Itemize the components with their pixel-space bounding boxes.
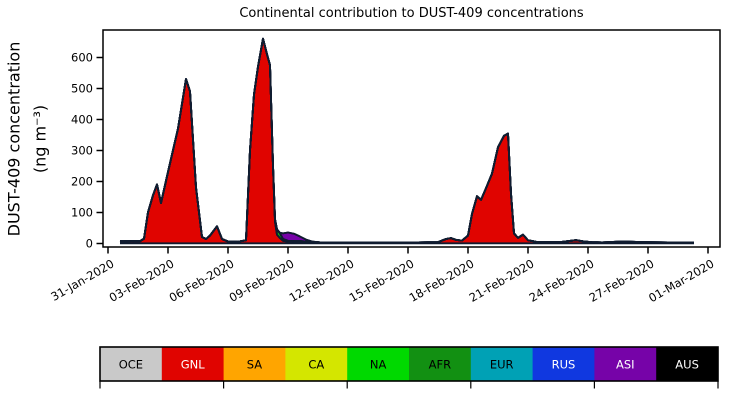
area-NA — [120, 38, 694, 243]
y-tick-label: 0 — [86, 237, 93, 251]
area-outline-SA — [119, 37, 694, 244]
y-tick-label: 500 — [71, 82, 93, 96]
legend-swatch-CA — [285, 347, 348, 381]
area-AFR — [120, 38, 694, 243]
y-tick-label: 100 — [71, 206, 93, 220]
area-outline-ASI — [120, 37, 694, 244]
legend-border — [99, 346, 719, 382]
legend-label-EUR: EUR — [490, 358, 514, 372]
x-tick-label-group: 01-Mar-2020 — [646, 256, 716, 305]
x-tick-label-group: 27-Feb-2020 — [587, 256, 657, 304]
y-tick-label: 400 — [71, 113, 93, 127]
x-tick-label-group: 24-Feb-2020 — [527, 256, 597, 304]
y-tick-label: 200 — [71, 175, 93, 189]
legend-swatch-EUR — [470, 347, 533, 381]
area-SA — [120, 38, 694, 243]
chart-title: Continental contribution to DUST-409 con… — [239, 6, 584, 21]
legend-label-SA: SA — [247, 358, 263, 372]
x-tick-label-group: 15-Feb-2020 — [347, 256, 417, 304]
area-EUR — [120, 38, 694, 243]
x-tick-label: 18-Feb-2020 — [407, 256, 477, 304]
x-tick-label: 31-Jan-2020 — [48, 256, 116, 303]
area-RUS — [120, 38, 694, 243]
legend-label-GNL: GNL — [181, 358, 206, 372]
legend-label-CA: CA — [308, 358, 324, 372]
area-outline-AUS — [120, 37, 694, 244]
legend-label-ASI: ASI — [616, 358, 635, 372]
x-tick-label-group: 03-Feb-2020 — [107, 256, 177, 304]
area-outline-AFR — [120, 37, 694, 244]
legend-swatch-ASI — [594, 347, 657, 381]
x-tick-label: 27-Feb-2020 — [587, 256, 657, 304]
legend-label-NA: NA — [370, 358, 387, 372]
x-tick-label-group: 09-Feb-2020 — [227, 256, 297, 304]
x-tick-label: 03-Feb-2020 — [107, 256, 177, 304]
area-ASI — [120, 38, 694, 243]
x-tick-label-group: 18-Feb-2020 — [407, 256, 477, 304]
area-outline-RUS — [120, 37, 694, 244]
x-tick-label: 01-Mar-2020 — [646, 256, 716, 305]
legend-swatch-RUS — [532, 347, 595, 381]
legend-swatch-OCE — [100, 347, 163, 381]
y-tick-label: 600 — [71, 51, 93, 65]
legend-label-OCE: OCE — [119, 358, 143, 372]
x-tick-label-group: 21-Feb-2020 — [467, 256, 537, 304]
x-tick-label-group: 06-Feb-2020 — [167, 256, 237, 304]
x-tick-label: 24-Feb-2020 — [527, 256, 597, 304]
legend-label-AFR: AFR — [429, 358, 451, 372]
area-GNL — [120, 38, 694, 244]
x-tick-label: 12-Feb-2020 — [287, 256, 357, 304]
area-outline-NA — [120, 37, 694, 244]
legend-swatch-SA — [223, 347, 286, 381]
area-outline-CA — [119, 37, 694, 244]
legend-swatch-AFR — [409, 347, 472, 381]
legend-swatch-NA — [347, 347, 410, 381]
legend-swatch-GNL — [161, 347, 224, 381]
x-tick-label: 15-Feb-2020 — [347, 256, 417, 304]
area-outline-GNL — [119, 37, 694, 244]
x-tick-label: 09-Feb-2020 — [227, 256, 297, 304]
axes-frame — [102, 29, 721, 248]
legend-label-AUS: AUS — [675, 358, 699, 372]
x-tick-label-group: 12-Feb-2020 — [287, 256, 357, 304]
area-AUS — [120, 38, 694, 243]
legend-swatch-AUS — [656, 347, 719, 381]
legend-label-RUS: RUS — [552, 358, 576, 372]
y-tick-label: 300 — [71, 144, 93, 158]
x-tick-label: 06-Feb-2020 — [167, 256, 237, 304]
x-tick-label: 21-Feb-2020 — [467, 256, 537, 304]
area-outline-EUR — [120, 37, 694, 244]
x-tick-label-group: 31-Jan-2020 — [48, 256, 116, 303]
area-CA — [120, 38, 694, 243]
